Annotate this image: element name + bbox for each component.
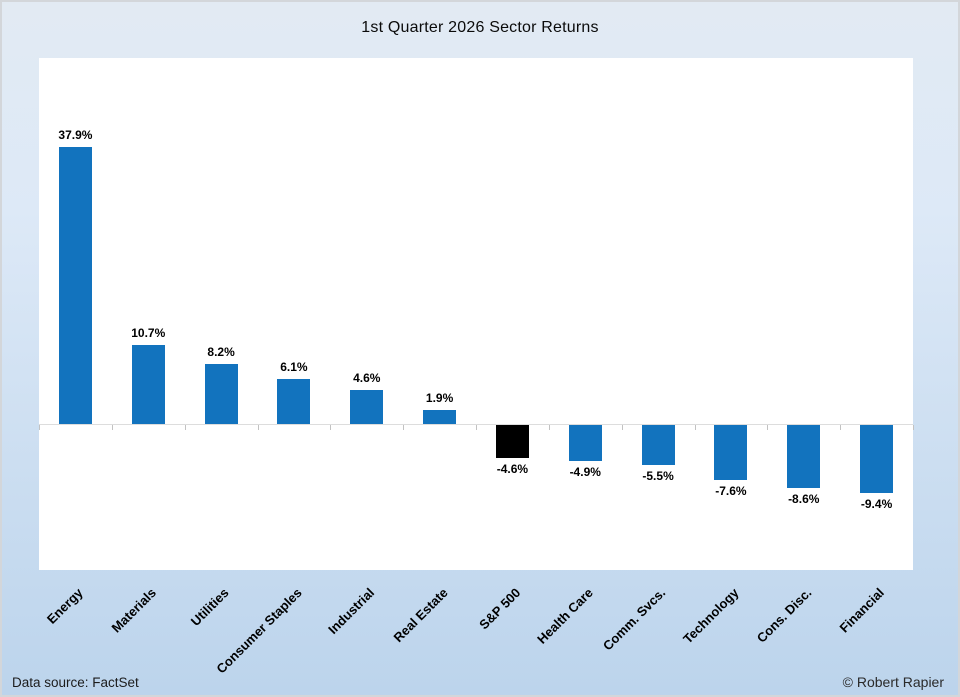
value-label-financial: -9.4% (860, 497, 893, 512)
axis-tick (330, 424, 332, 430)
plot-area: 37.9% 10.7% 8.2% 6.1% 4.6% 1.9% -4.6% -4.9% -5.5… (39, 58, 914, 570)
bar-financial (860, 424, 894, 494)
axis-tick (767, 424, 769, 430)
value-label-technology: -7.6% (715, 484, 747, 499)
bar-comm-svcs (641, 424, 675, 465)
bar-technology (714, 424, 748, 481)
bar-cons-disc (787, 424, 821, 488)
axis-tick (476, 424, 477, 430)
axis-tick (111, 424, 113, 430)
chart-title: 1st Quarter 2026 Sector Returns (361, 19, 599, 36)
value-label-industrial: 4.6% (353, 371, 381, 386)
category-label-technology: Technology (680, 585, 742, 647)
category-label-comm-svcs: Comm. Svcs. (600, 585, 669, 654)
category-label-real-estate: Real Estate (390, 585, 451, 646)
axis-tick (257, 424, 259, 430)
value-label-energy: 37.9% (58, 127, 93, 142)
category-label-health-care: Health Care (534, 585, 596, 647)
category-label-industrial: Industrial (325, 585, 378, 637)
category-label-energy: Energy (44, 585, 87, 627)
category-label-s-p-500: S&P 500 (475, 585, 524, 633)
category-label-utilities: Utilities (187, 585, 232, 629)
category-label-cons-disc: Cons. Disc. (753, 585, 815, 646)
bar-utilities (204, 363, 238, 424)
value-label-health-care: -4.9% (569, 464, 601, 479)
value-label-s-p-500: -4.6% (496, 462, 529, 477)
axis-tick (403, 424, 405, 430)
bar-industrial (350, 390, 384, 424)
value-label-real-estate: 1.9% (425, 390, 454, 405)
axis-tick (840, 424, 842, 430)
axis-tick (39, 424, 40, 430)
value-label-comm-svcs: -5.5% (642, 468, 674, 483)
bar-materials (131, 345, 165, 424)
bar-consumer-staples (277, 379, 311, 424)
axis-tick (694, 424, 696, 430)
data-source-note: Data source: FactSet (12, 675, 139, 690)
copyright-note: © Robert Rapier (842, 674, 944, 690)
category-label-financial: Financial (836, 585, 888, 636)
bar-s-p-500 (495, 424, 529, 459)
bar-health-care (568, 424, 602, 461)
value-label-materials: 10.7% (131, 326, 166, 341)
bar-energy (58, 146, 92, 424)
axis-tick (184, 424, 186, 430)
bar-real-estate (423, 409, 457, 424)
value-label-utilities: 8.2% (207, 344, 235, 359)
category-label-materials: Materials (108, 585, 159, 636)
x-axis-line (39, 423, 913, 425)
axis-tick (548, 424, 550, 430)
value-label-consumer-staples: 6.1% (280, 360, 308, 375)
value-label-cons-disc: -8.6% (788, 491, 820, 506)
axis-tick (913, 424, 914, 430)
axis-tick (621, 424, 623, 430)
